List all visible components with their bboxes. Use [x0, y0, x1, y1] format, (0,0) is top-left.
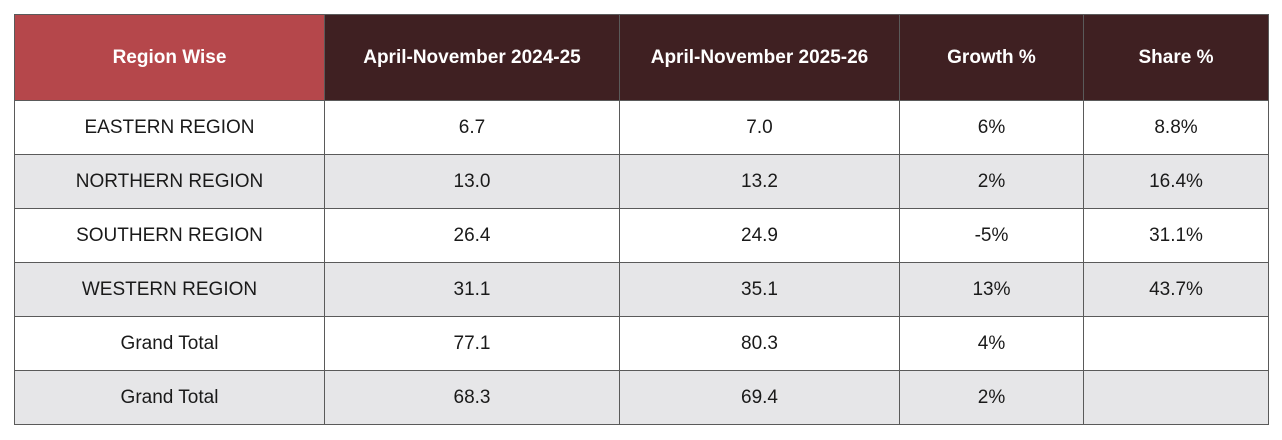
table-row: SOUTHERN REGION 26.4 24.9 -5% 31.1% — [14, 208, 1269, 263]
table-cell: 69.4 — [619, 370, 900, 425]
table-cell: 13.0 — [324, 154, 620, 209]
table-cell: 7.0 — [619, 100, 900, 155]
table-cell: 77.1 — [324, 316, 620, 371]
table-cell: 8.8% — [1083, 100, 1269, 155]
column-header: Growth % — [899, 14, 1084, 101]
table-body: EASTERN REGION 6.7 7.0 6% 8.8% NORTHERN REGIO… — [14, 100, 1269, 425]
table-row: NORTHERN REGION 13.0 13.2 2% 16.4% — [14, 154, 1269, 209]
table-head: Region Wise April-November 2024-25 April-N… — [14, 14, 1269, 101]
table-cell: 2% — [899, 154, 1084, 209]
table-row: EASTERN REGION 6.7 7.0 6% 8.8% — [14, 100, 1269, 155]
table-cell: 68.3 — [324, 370, 620, 425]
table-cell: 6% — [899, 100, 1084, 155]
table-cell: 31.1 — [324, 262, 620, 317]
table-cell: 16.4% — [1083, 154, 1269, 209]
region-table: Region Wise April-November 2024-25 April-N… — [14, 14, 1269, 425]
table-cell: 6.7 — [324, 100, 620, 155]
row-label: EASTERN REGION — [14, 100, 325, 155]
header-row: Region Wise April-November 2024-25 April-N… — [14, 14, 1269, 101]
table-cell: 13.2 — [619, 154, 900, 209]
table-cell: 13% — [899, 262, 1084, 317]
row-label: WESTERN REGION — [14, 262, 325, 317]
table-cell: 4% — [899, 316, 1084, 371]
table-cell: 24.9 — [619, 208, 900, 263]
table-cell: 80.3 — [619, 316, 900, 371]
column-header: Share % — [1083, 14, 1269, 101]
row-label: Grand Total — [14, 316, 325, 371]
table-cell: 31.1% — [1083, 208, 1269, 263]
column-header: April-November 2024-25 — [324, 14, 620, 101]
table-cell: 35.1 — [619, 262, 900, 317]
table-row: WESTERN REGION 31.1 35.1 13% 43.7% — [14, 262, 1269, 317]
row-label: SOUTHERN REGION — [14, 208, 325, 263]
column-header: April-November 2025-26 — [619, 14, 900, 101]
column-header: Region Wise — [14, 14, 325, 101]
row-label: Grand Total — [14, 370, 325, 425]
table-cell: -5% — [899, 208, 1084, 263]
table-cell: 43.7% — [1083, 262, 1269, 317]
table-cell: 26.4 — [324, 208, 620, 263]
table-row: Grand Total 68.3 69.4 2% — [14, 370, 1269, 425]
table-cell: 2% — [899, 370, 1084, 425]
row-label: NORTHERN REGION — [14, 154, 325, 209]
table-row: Grand Total 77.1 80.3 4% — [14, 316, 1269, 371]
table-cell — [1083, 370, 1269, 425]
table-container: Region Wise April-November 2024-25 April-N… — [14, 14, 1269, 425]
table-cell — [1083, 316, 1269, 371]
